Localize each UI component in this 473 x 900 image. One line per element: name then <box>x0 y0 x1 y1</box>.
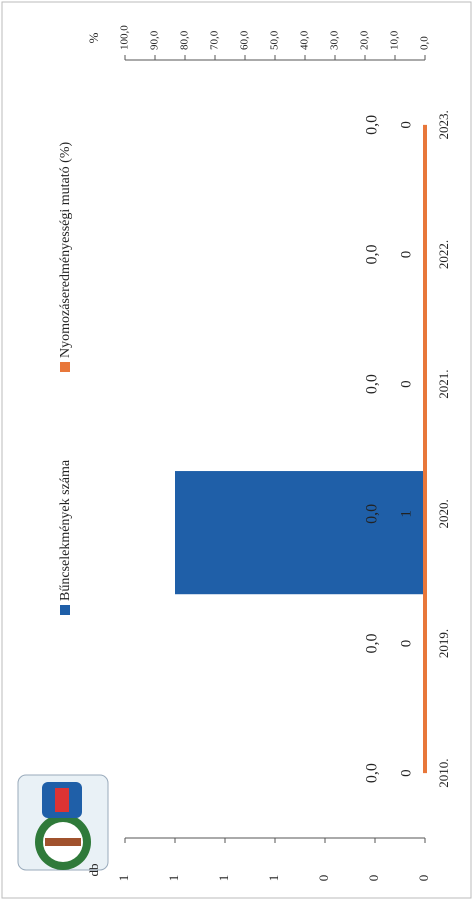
x-tick-label: 2019. <box>436 629 451 658</box>
bar-value-label: 0 <box>398 380 414 388</box>
bar <box>175 471 425 595</box>
y-tick-label: 0 <box>416 875 431 882</box>
y2-tick-label: 40,0 <box>299 30 311 50</box>
y2-tick-label: 0,0 <box>419 36 431 50</box>
y2-tick-label: 10,0 <box>389 30 401 50</box>
y2-tick-label: 30,0 <box>329 30 341 50</box>
line-value-label: 0,0 <box>364 763 381 783</box>
line-value-label: 0,0 <box>364 374 381 394</box>
y2-tick-label: 100,0 <box>119 25 131 50</box>
x-tick-label: 2010. <box>436 759 451 788</box>
legend-label: Bűncselekmények száma <box>58 459 73 601</box>
legend-label: Nyomozáseredményességi mutató (%) <box>58 142 73 358</box>
x-tick-label: 2020. <box>436 499 451 528</box>
bar-value-label: 1 <box>398 510 414 518</box>
logo <box>17 774 109 871</box>
y2-tick-label: 90,0 <box>149 30 161 50</box>
legend-swatch <box>60 605 70 615</box>
y-tick-label: 1 <box>216 875 231 882</box>
y2-tick-label: 20,0 <box>359 30 371 50</box>
line-value-label: 0,0 <box>364 634 381 654</box>
y2-tick-label: 80,0 <box>179 30 191 50</box>
line-value-label: 0,0 <box>364 115 381 135</box>
x-tick-label: 2023. <box>436 110 451 139</box>
x-tick-label: 2022. <box>436 240 451 269</box>
line-value-label: 0,0 <box>364 504 381 524</box>
y2-tick-label: 70,0 <box>209 30 221 50</box>
bar-value-label: 0 <box>398 769 414 777</box>
y2-tick-label: 50,0 <box>269 30 281 50</box>
y-axis-title: db <box>86 864 101 877</box>
y-tick-label: 0 <box>316 875 331 882</box>
bar-value-label: 0 <box>398 640 414 648</box>
legend-swatch <box>60 362 70 372</box>
y-tick-label: 1 <box>116 875 131 882</box>
bar-value-label: 0 <box>398 251 414 259</box>
y2-axis-title: % <box>86 32 101 43</box>
rotated-chart: db % 00011110,010,020,030,040,050,060,07… <box>17 25 451 882</box>
x-tick-label: 2021. <box>436 370 451 399</box>
y-tick-label: 0 <box>366 875 381 882</box>
bar-value-label: 0 <box>398 121 414 129</box>
y-tick-label: 1 <box>266 875 281 882</box>
line-value-label: 0,0 <box>364 245 381 265</box>
y2-tick-label: 60,0 <box>239 30 251 50</box>
y-tick-label: 1 <box>166 875 181 882</box>
